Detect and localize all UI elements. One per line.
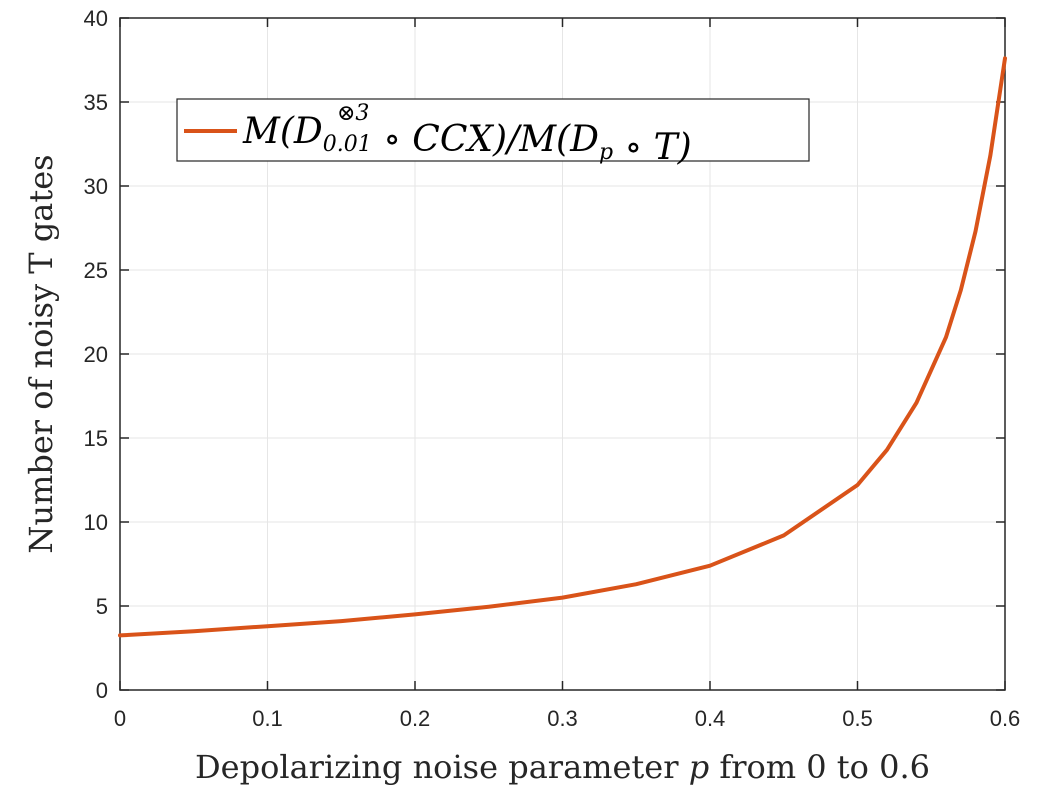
y-tick-label: 20 <box>84 342 108 367</box>
y-tick-label: 15 <box>84 426 108 451</box>
x-tick-label: 0.5 <box>842 706 873 731</box>
legend-superscript: ⊗3 <box>337 101 369 126</box>
x-tick-label: 0 <box>114 706 126 731</box>
series-line <box>118 56 1007 638</box>
y-tick-label: 5 <box>96 594 108 619</box>
y-axis-title: Number of noisy T gates <box>22 154 60 553</box>
legend-entry: M(D0.01 ∘ CCX)/M(Dp ∘ T) <box>242 111 692 168</box>
x-tick-label: 0.3 <box>547 706 578 731</box>
y-tick-label: 25 <box>84 258 108 283</box>
x-tick-label: 0.1 <box>252 706 283 731</box>
x-axis-title: Depolarizing noise parameter p from 0 to… <box>195 748 930 786</box>
y-tick-label: 30 <box>84 174 108 199</box>
grid <box>119 17 1006 691</box>
x-tick-label: 0.4 <box>695 706 726 731</box>
legend-box <box>176 98 810 162</box>
x-tick-label: 0.6 <box>990 706 1021 731</box>
ticks: 0 0.1 0.2 0.3 0.4 0.5 0.6 0 5 10 15 20 25 30 35 40 <box>84 6 1021 731</box>
y-tick-label: 10 <box>84 510 108 535</box>
series-group <box>118 56 1007 638</box>
y-tick-label: 35 <box>84 90 108 115</box>
legend: M(D0.01 ∘ CCX)/M(Dp ∘ T) ⊗3 <box>176 98 810 168</box>
x-tick-label: 0.2 <box>400 706 431 731</box>
y-tick-label: 0 <box>96 678 108 703</box>
y-tick-label: 40 <box>84 6 108 31</box>
